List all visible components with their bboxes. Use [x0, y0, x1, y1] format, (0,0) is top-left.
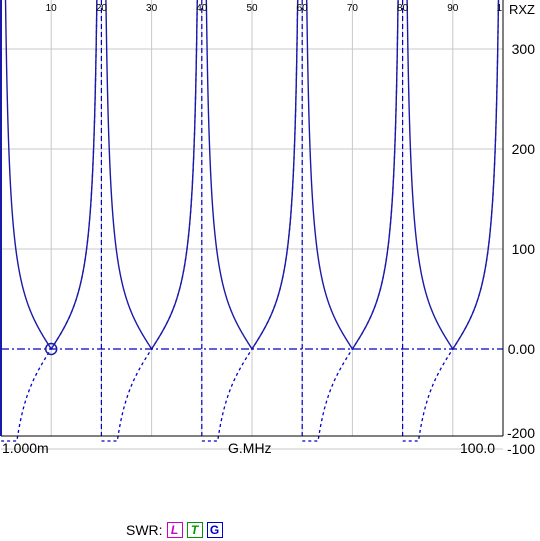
y-tick-label: 200 — [512, 141, 536, 157]
x-tick-label: 20 — [96, 3, 108, 14]
chart-grid — [1, 0, 504, 450]
swr-t-button[interactable]: T — [186, 522, 203, 538]
x-tick-label: 1 — [496, 3, 502, 14]
y-tick-label: 0.00 — [508, 341, 535, 357]
corner-label: RXZ — [509, 2, 535, 17]
x-tick-label: 10 — [46, 3, 58, 14]
x-tick-label: 30 — [146, 3, 158, 14]
swr-l-button[interactable]: L — [166, 522, 183, 538]
y-tick-label: -200 — [507, 425, 535, 441]
y-tick-label: 100 — [512, 241, 536, 257]
x-end-label: 100.0 — [460, 440, 496, 456]
x-tick-label: 50 — [246, 3, 258, 14]
magnitude-segment — [305, 0, 399, 351]
x-tick-label: 60 — [297, 3, 309, 14]
swr-g-button[interactable]: G — [206, 522, 223, 538]
x-unit-label: G.MHz — [228, 440, 272, 456]
x-tick-label: 90 — [447, 3, 459, 14]
y-tick-label: 300 — [512, 41, 536, 57]
chart-axes — [0, 0, 504, 437]
x-start-label: 1.000m — [2, 440, 49, 456]
chart-labels: 1020304050607080901700600500400300200100… — [46, 3, 536, 457]
chart-series — [1, 0, 503, 442]
x-tick-label: 80 — [397, 3, 409, 14]
x-tick-label: 70 — [347, 3, 359, 14]
x-tick-label: 40 — [196, 3, 208, 14]
y-tick-label: -100 — [507, 441, 535, 457]
swr-toolbar: SWR: L T G — [126, 519, 223, 541]
swr-label: SWR: — [126, 522, 163, 538]
cursor-marker — [44, 342, 58, 356]
